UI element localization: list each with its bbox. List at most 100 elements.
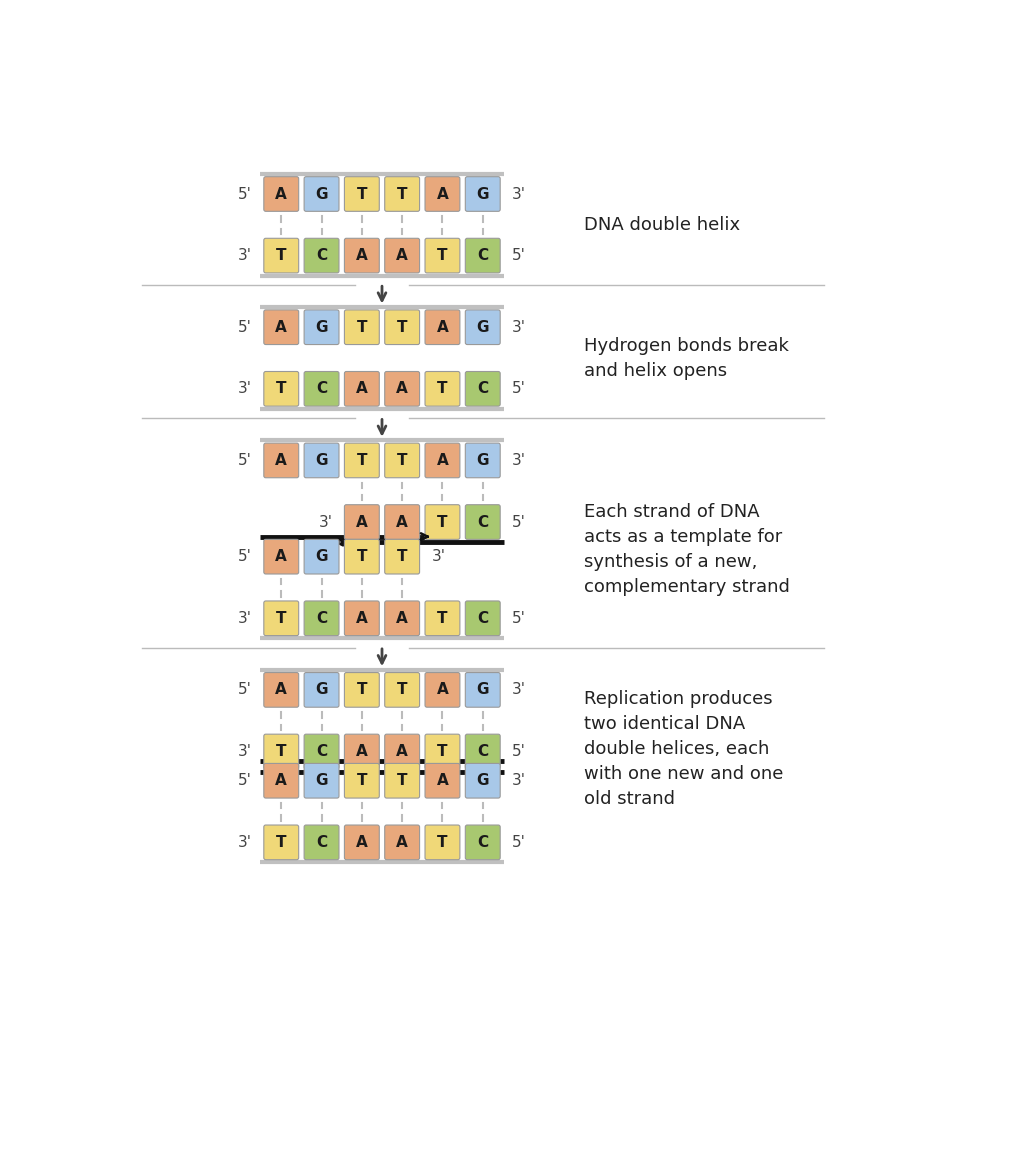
FancyBboxPatch shape: [385, 763, 419, 798]
Text: A: A: [396, 610, 408, 626]
FancyBboxPatch shape: [425, 734, 460, 769]
FancyBboxPatch shape: [385, 176, 419, 211]
FancyBboxPatch shape: [264, 734, 299, 769]
Text: A: A: [436, 187, 448, 202]
Text: A: A: [356, 610, 368, 626]
Text: 3': 3': [318, 514, 332, 529]
Text: T: T: [437, 835, 447, 850]
Text: Hydrogen bonds break
and helix opens: Hydrogen bonds break and helix opens: [584, 337, 789, 379]
Text: 3': 3': [237, 382, 251, 397]
Text: T: T: [357, 549, 367, 565]
FancyBboxPatch shape: [425, 505, 460, 539]
Text: T: T: [276, 835, 287, 850]
Text: A: A: [396, 744, 408, 758]
FancyBboxPatch shape: [466, 763, 500, 798]
FancyBboxPatch shape: [264, 825, 299, 859]
Text: T: T: [397, 774, 407, 788]
Text: 3': 3': [431, 549, 445, 565]
Text: T: T: [437, 610, 447, 626]
FancyBboxPatch shape: [304, 734, 339, 769]
Text: T: T: [397, 319, 407, 335]
Text: C: C: [316, 382, 327, 397]
Text: T: T: [357, 774, 367, 788]
Text: T: T: [437, 514, 447, 529]
FancyBboxPatch shape: [304, 763, 339, 798]
Text: A: A: [436, 319, 448, 335]
Text: 5': 5': [238, 319, 251, 335]
Text: A: A: [436, 453, 448, 468]
FancyBboxPatch shape: [466, 825, 500, 859]
FancyBboxPatch shape: [385, 371, 419, 406]
FancyBboxPatch shape: [264, 371, 299, 406]
FancyBboxPatch shape: [385, 825, 419, 859]
Text: A: A: [356, 248, 368, 263]
Text: 5': 5': [238, 187, 251, 202]
Text: G: G: [477, 682, 489, 697]
Text: A: A: [356, 744, 368, 758]
FancyBboxPatch shape: [264, 763, 299, 798]
Text: 5': 5': [238, 682, 251, 697]
Text: G: G: [477, 774, 489, 788]
Text: T: T: [276, 610, 287, 626]
Text: 5': 5': [512, 744, 526, 758]
FancyBboxPatch shape: [425, 763, 460, 798]
FancyBboxPatch shape: [425, 371, 460, 406]
Text: A: A: [436, 774, 448, 788]
Text: G: G: [315, 453, 328, 468]
FancyBboxPatch shape: [425, 310, 460, 344]
FancyBboxPatch shape: [425, 176, 460, 211]
FancyBboxPatch shape: [304, 825, 339, 859]
FancyBboxPatch shape: [304, 673, 339, 707]
Text: G: G: [315, 774, 328, 788]
Text: A: A: [396, 248, 408, 263]
FancyBboxPatch shape: [344, 539, 380, 574]
FancyBboxPatch shape: [425, 238, 460, 272]
Text: 3': 3': [237, 744, 251, 758]
Text: 3': 3': [512, 319, 526, 335]
FancyBboxPatch shape: [344, 176, 380, 211]
Text: 5': 5': [512, 835, 526, 850]
FancyBboxPatch shape: [344, 238, 380, 272]
Text: A: A: [436, 682, 448, 697]
FancyBboxPatch shape: [466, 505, 500, 539]
FancyBboxPatch shape: [304, 176, 339, 211]
Text: 5': 5': [238, 453, 251, 468]
Text: T: T: [397, 682, 407, 697]
Text: 5': 5': [512, 610, 526, 626]
FancyBboxPatch shape: [385, 238, 419, 272]
FancyBboxPatch shape: [385, 443, 419, 478]
Text: C: C: [316, 248, 327, 263]
Text: A: A: [356, 382, 368, 397]
FancyBboxPatch shape: [264, 443, 299, 478]
Text: A: A: [276, 682, 287, 697]
Text: 3': 3': [512, 453, 526, 468]
FancyBboxPatch shape: [264, 176, 299, 211]
Text: DNA double helix: DNA double helix: [584, 216, 739, 234]
Text: T: T: [437, 382, 447, 397]
FancyBboxPatch shape: [466, 601, 500, 635]
Text: 3': 3': [512, 774, 526, 788]
FancyBboxPatch shape: [385, 734, 419, 769]
Text: G: G: [315, 682, 328, 697]
Text: T: T: [357, 453, 367, 468]
Text: 5': 5': [512, 248, 526, 263]
FancyBboxPatch shape: [385, 310, 419, 344]
FancyBboxPatch shape: [466, 673, 500, 707]
Text: T: T: [357, 187, 367, 202]
FancyBboxPatch shape: [385, 539, 419, 574]
FancyBboxPatch shape: [466, 176, 500, 211]
Text: T: T: [397, 453, 407, 468]
Text: G: G: [315, 319, 328, 335]
Text: T: T: [276, 248, 287, 263]
FancyBboxPatch shape: [385, 673, 419, 707]
Text: C: C: [316, 610, 327, 626]
FancyBboxPatch shape: [264, 310, 299, 344]
FancyBboxPatch shape: [344, 763, 380, 798]
FancyBboxPatch shape: [304, 310, 339, 344]
Text: C: C: [316, 835, 327, 850]
Text: T: T: [276, 744, 287, 758]
Text: A: A: [276, 774, 287, 788]
FancyBboxPatch shape: [385, 601, 419, 635]
Text: G: G: [315, 187, 328, 202]
Text: Replication produces
two identical DNA
double helices, each
with one new and one: Replication produces two identical DNA d…: [584, 690, 783, 808]
